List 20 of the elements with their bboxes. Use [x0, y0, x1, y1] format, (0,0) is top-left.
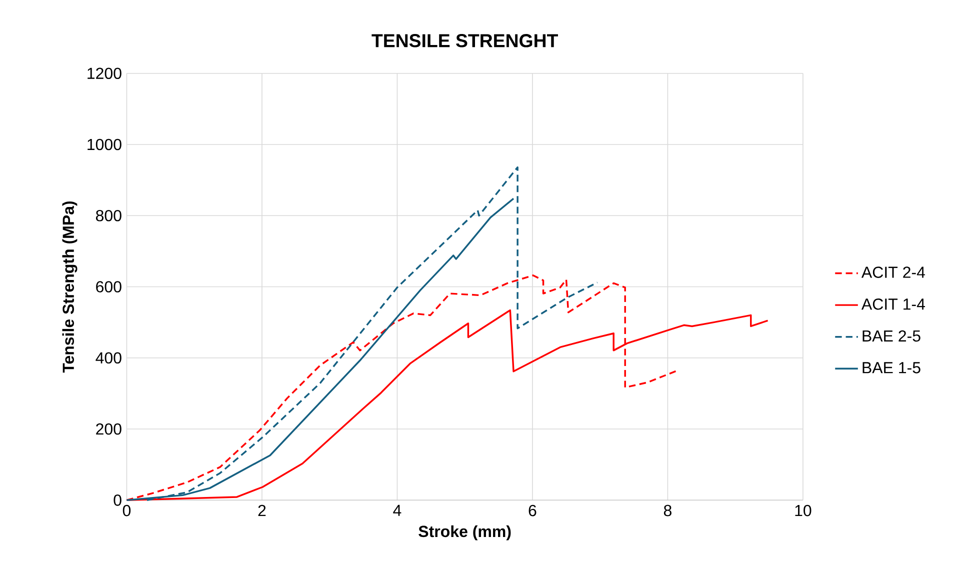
- x-axis-title: Stroke (mm): [418, 525, 511, 540]
- legend-label: ACIT 1-4: [861, 298, 925, 310]
- chart-title: TENSILE STRENGHT: [372, 34, 558, 48]
- x-tick-label: 8: [664, 504, 672, 516]
- x-tick-label: 2: [258, 504, 266, 516]
- x-tick-label: 10: [795, 504, 812, 516]
- x-tick-label: 0: [122, 504, 131, 516]
- y-tick-label: 1200: [88, 68, 122, 79]
- legend-label: ACIT 2-4: [861, 266, 925, 278]
- y-tick-label: 200: [96, 423, 122, 435]
- y-tick-label: 400: [96, 352, 122, 364]
- y-tick-label: 600: [96, 281, 122, 292]
- x-tick-label: 6: [528, 504, 536, 516]
- legend-label: BAE 1-5: [862, 362, 920, 374]
- y-tick-label: 0: [114, 494, 122, 506]
- y-tick-label: 1000: [88, 138, 122, 150]
- y-tick-label: 800: [96, 210, 122, 222]
- legend-label: BAE 2-5: [862, 330, 920, 342]
- x-tick-label: 4: [393, 504, 402, 516]
- y-axis-title: Tensile Strength (MPa): [62, 201, 78, 373]
